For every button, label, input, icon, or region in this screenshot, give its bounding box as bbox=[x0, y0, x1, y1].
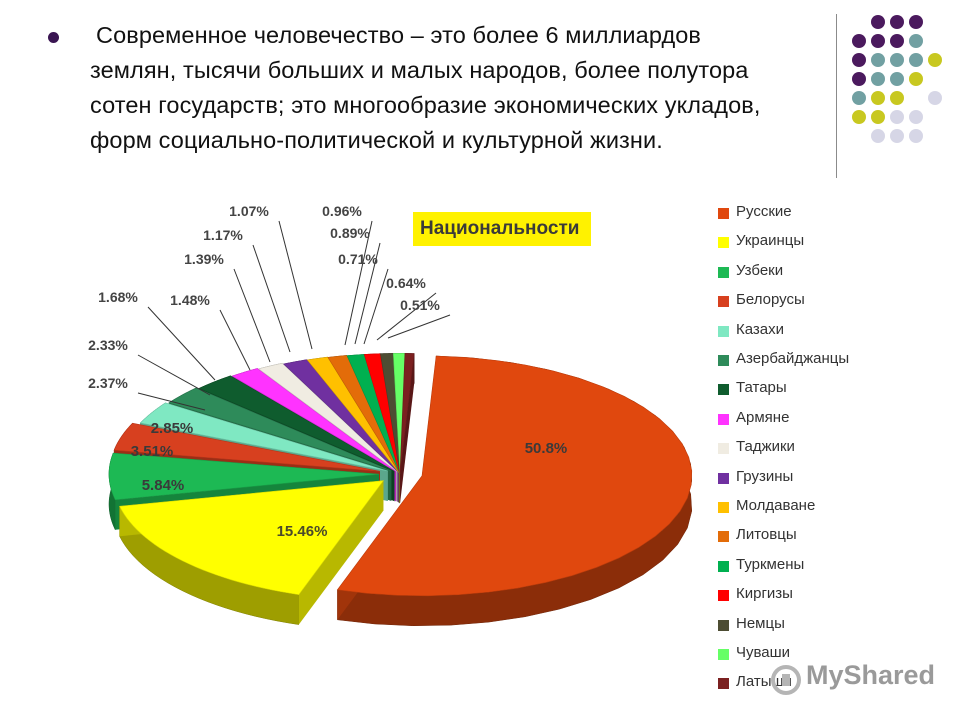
leader-line bbox=[387, 314, 451, 339]
legend-label: Татары bbox=[736, 379, 787, 397]
legend-label: Русские bbox=[736, 203, 792, 220]
data-label-3: 3.51% bbox=[131, 443, 174, 460]
data-label-6: 2.33% bbox=[88, 337, 128, 353]
slice-Немцы bbox=[380, 353, 401, 474]
legend-swatch bbox=[718, 472, 729, 484]
bullet-paragraph: Современное человечество – это более 6 м… bbox=[48, 18, 788, 158]
data-label-2: 5.84% bbox=[142, 477, 185, 494]
legend-label: Литовцы bbox=[736, 526, 797, 544]
leader-line bbox=[354, 242, 381, 345]
legend-swatch bbox=[718, 619, 729, 631]
legend-label: Казахи bbox=[736, 320, 785, 338]
slice-Таджики bbox=[258, 362, 398, 473]
chart-title: Национальности bbox=[420, 218, 580, 239]
leader-line bbox=[137, 354, 211, 396]
slice-Узбеки bbox=[108, 452, 380, 501]
legend-label: Латыши bbox=[736, 673, 792, 691]
slice-Латыши bbox=[399, 353, 415, 474]
data-label-16: 0.51% bbox=[400, 297, 440, 313]
legend-swatch bbox=[718, 355, 729, 366]
slice-Азербайджанцы bbox=[168, 387, 392, 472]
data-label-1: 15.46% bbox=[277, 523, 328, 540]
legend-swatch bbox=[718, 237, 729, 249]
leader-line bbox=[137, 392, 206, 411]
leader-line bbox=[233, 268, 271, 363]
data-label-8: 1.48% bbox=[170, 292, 210, 308]
legend-label: Узбеки bbox=[736, 261, 784, 279]
data-label-14: 0.71% bbox=[338, 251, 378, 267]
pie-tops bbox=[108, 353, 693, 597]
legend-swatch bbox=[718, 443, 729, 455]
legend-swatch bbox=[718, 649, 729, 660]
slice-Казахи bbox=[139, 402, 388, 472]
slice-Украинцы bbox=[119, 480, 385, 595]
slice-wall bbox=[400, 353, 415, 504]
legend-label: Киргизы bbox=[736, 585, 793, 603]
slice-Армяне bbox=[231, 368, 397, 472]
slice-Туркмены bbox=[346, 354, 401, 474]
legend-swatch bbox=[718, 590, 729, 602]
data-label-15: 0.64% bbox=[386, 275, 426, 291]
slice-Татары bbox=[198, 375, 395, 472]
legend-label: Азербайджанцы bbox=[736, 350, 850, 367]
legend-swatch bbox=[718, 678, 729, 690]
legend-swatch bbox=[718, 531, 729, 543]
legend-label: Молдаване bbox=[736, 497, 816, 514]
watermark-text: MyShared bbox=[806, 660, 936, 690]
vertical-divider bbox=[836, 14, 837, 178]
data-label-11: 1.07% bbox=[229, 203, 269, 219]
legend-swatch bbox=[718, 502, 729, 513]
legend-swatch bbox=[718, 560, 729, 572]
legend-label: Белорусы bbox=[736, 291, 805, 309]
slice-Молдаване bbox=[306, 356, 400, 474]
legend-label: Немцы bbox=[736, 614, 785, 632]
data-labels: 50.8% 15.46% 5.84% 3.51% 2.85% 2.37% 2.33% 1.68… bbox=[88, 203, 567, 540]
bullet-text: Современное человечество – это более 6 м… bbox=[90, 22, 761, 153]
leader-line bbox=[252, 244, 291, 353]
slice-Белорусы bbox=[113, 422, 380, 472]
watermark-logo-icon bbox=[771, 665, 801, 695]
legend-swatch bbox=[718, 325, 729, 337]
slice-Литовцы bbox=[327, 355, 400, 474]
slice-Грузины bbox=[283, 359, 399, 473]
legend-label: Таджики bbox=[736, 438, 795, 456]
legend-swatch bbox=[718, 384, 729, 396]
leader-line bbox=[363, 268, 389, 345]
data-label-4: 2.85% bbox=[151, 420, 194, 437]
leader-line bbox=[376, 292, 437, 341]
data-label-7: 1.68% bbox=[98, 289, 138, 305]
legend-swatch bbox=[718, 266, 729, 278]
legend-label: Чуваши bbox=[736, 644, 791, 661]
data-label-12: 0.96% bbox=[322, 203, 362, 219]
legend-label: Украинцы bbox=[736, 232, 805, 250]
legend-swatch bbox=[718, 208, 729, 219]
leader-line bbox=[344, 220, 373, 346]
slice-Чуваши bbox=[392, 353, 406, 474]
chart-title-background bbox=[413, 212, 591, 246]
leader-line bbox=[219, 309, 251, 371]
legend-swatch bbox=[718, 413, 729, 425]
data-label-5: 2.37% bbox=[88, 375, 128, 391]
legend-label: Грузины bbox=[736, 467, 794, 485]
bullet-point-icon bbox=[48, 32, 59, 43]
slice-Русские bbox=[336, 355, 693, 597]
leader-line bbox=[147, 306, 216, 381]
legend-label: Армяне bbox=[736, 408, 790, 426]
data-label-9: 1.39% bbox=[184, 251, 224, 267]
data-label-10: 1.17% bbox=[203, 227, 243, 243]
slice-Киргизы bbox=[363, 353, 401, 474]
leader-line bbox=[278, 220, 313, 350]
data-label-13: 0.89% bbox=[330, 225, 370, 241]
legend-label: Туркмены bbox=[736, 555, 805, 573]
legend-swatch bbox=[718, 296, 729, 308]
data-label-0: 50.8% bbox=[525, 440, 568, 457]
slice-wall bbox=[298, 480, 384, 625]
